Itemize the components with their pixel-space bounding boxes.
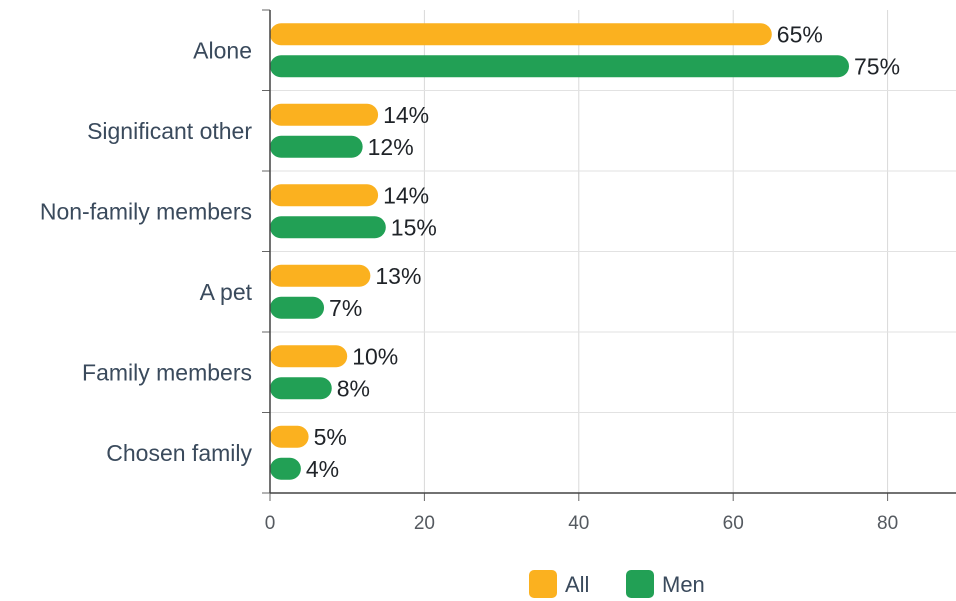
bar-all [270, 264, 371, 287]
category-label: Non-family members [40, 198, 252, 224]
bar-men [270, 55, 849, 78]
labels: 0 20 40 60 80 Alone 65% 75% Significant other 14%… [40, 21, 900, 534]
axes [262, 9, 956, 501]
x-tick-label: 60 [723, 513, 744, 534]
data-label: 15% [391, 214, 437, 240]
data-label: 12% [368, 134, 414, 160]
category-label: Family members [82, 359, 252, 385]
category-label: Alone [193, 37, 252, 63]
legend-label: All [565, 572, 589, 597]
legend-swatch-men [626, 570, 654, 598]
data-label: 7% [329, 295, 362, 321]
legend-swatch-all [529, 570, 557, 598]
x-tick-label: 20 [414, 513, 435, 534]
legend-label: Men [662, 572, 705, 597]
x-tick-label: 40 [568, 513, 589, 534]
category-label: A pet [200, 279, 253, 305]
data-label: 8% [337, 375, 370, 401]
data-label: 13% [375, 263, 421, 289]
bar-all [270, 184, 379, 207]
bar-all [270, 425, 309, 448]
gridlines [270, 10, 956, 493]
data-label: 75% [854, 53, 900, 79]
bars [270, 23, 849, 480]
data-label: 10% [352, 343, 398, 369]
data-label: 14% [383, 102, 429, 128]
bar-all [270, 345, 348, 368]
bar-men [270, 216, 386, 239]
category-label: Chosen family [106, 440, 252, 466]
data-label: 65% [777, 21, 823, 47]
data-label: 4% [306, 456, 339, 482]
bar-all [270, 103, 379, 126]
category-label: Significant other [87, 118, 252, 144]
legend: All Men [529, 570, 705, 598]
x-tick-label: 0 [265, 513, 276, 534]
bar-men [270, 377, 332, 400]
bar-all [270, 23, 772, 46]
x-tick-label: 80 [877, 513, 898, 534]
bar-men [270, 457, 301, 480]
bar-men [270, 296, 325, 319]
bar-men [270, 135, 363, 158]
data-label: 14% [383, 182, 429, 208]
data-label: 5% [314, 424, 347, 450]
